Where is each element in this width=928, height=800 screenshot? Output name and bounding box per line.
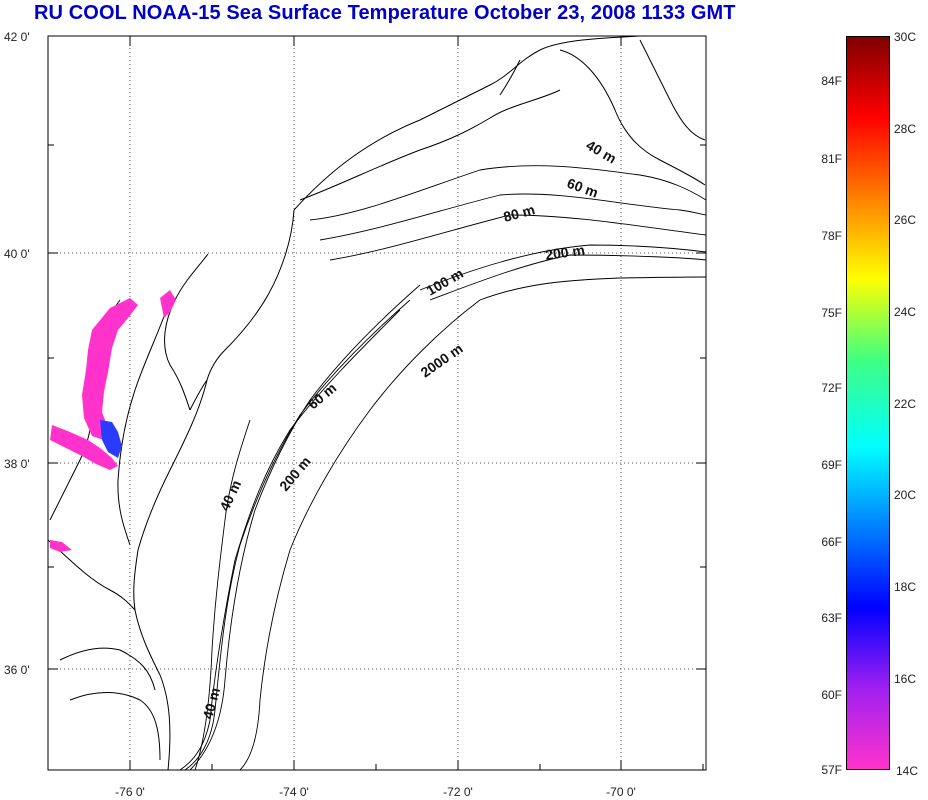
lon-label-74: -74 0': [279, 785, 309, 799]
colorbar-f-label: 69F: [821, 458, 842, 472]
lon-label-70: -70 0': [606, 785, 636, 799]
graticule: [48, 36, 706, 770]
sst-fill: [50, 290, 176, 552]
contour-label-40m-south: 40 m: [199, 686, 223, 721]
colorbar-c-label: 24C: [894, 305, 917, 319]
colorbar-c-label: 30C: [894, 30, 917, 44]
colorbar: [846, 36, 890, 770]
tick-marks: [48, 36, 706, 770]
contour-label-200m-north: 200 m: [544, 242, 586, 263]
colorbar-f-label: 66F: [821, 535, 842, 549]
colorbar-f-label: 81F: [821, 152, 842, 166]
coastline: [47, 35, 706, 771]
colorbar-f-label: 78F: [821, 229, 842, 243]
colorbar-f-label: 60F: [821, 688, 842, 702]
lon-label-72: -72 0': [443, 785, 473, 799]
colorbar-gradient: [846, 36, 890, 770]
colorbar-f-label: 75F: [821, 306, 842, 320]
colorbar-c-label: 22C: [894, 397, 917, 411]
map-frame: [47, 35, 707, 771]
colorbar-f-label: 72F: [821, 381, 842, 395]
depth-contours: [179, 165, 707, 771]
colorbar-c-label: 16C: [894, 672, 917, 686]
lat-label-42: 42 0': [4, 30, 30, 44]
colorbar-c-label: 28C: [894, 122, 917, 136]
lon-label-76: -76 0': [115, 785, 145, 799]
colorbar-f-label: 84F: [821, 74, 842, 88]
colorbar-c-label: 26C: [894, 213, 917, 227]
lat-label-36: 36 0': [4, 663, 30, 677]
contour-label-80m: 80 m: [502, 201, 537, 225]
colorbar-c-label: 20C: [894, 488, 917, 502]
colorbar-c-label: 18C: [894, 580, 917, 594]
colorbar-f-label: 63F: [821, 611, 842, 625]
lat-label-40: 40 0': [4, 247, 30, 261]
colorbar-f-label: 57F: [821, 763, 842, 777]
lat-label-38: 38 0': [4, 457, 30, 471]
map-title: RU COOL NOAA-15 Sea Surface Temperature …: [34, 2, 736, 24]
colorbar-c-label: 14C: [896, 764, 919, 778]
